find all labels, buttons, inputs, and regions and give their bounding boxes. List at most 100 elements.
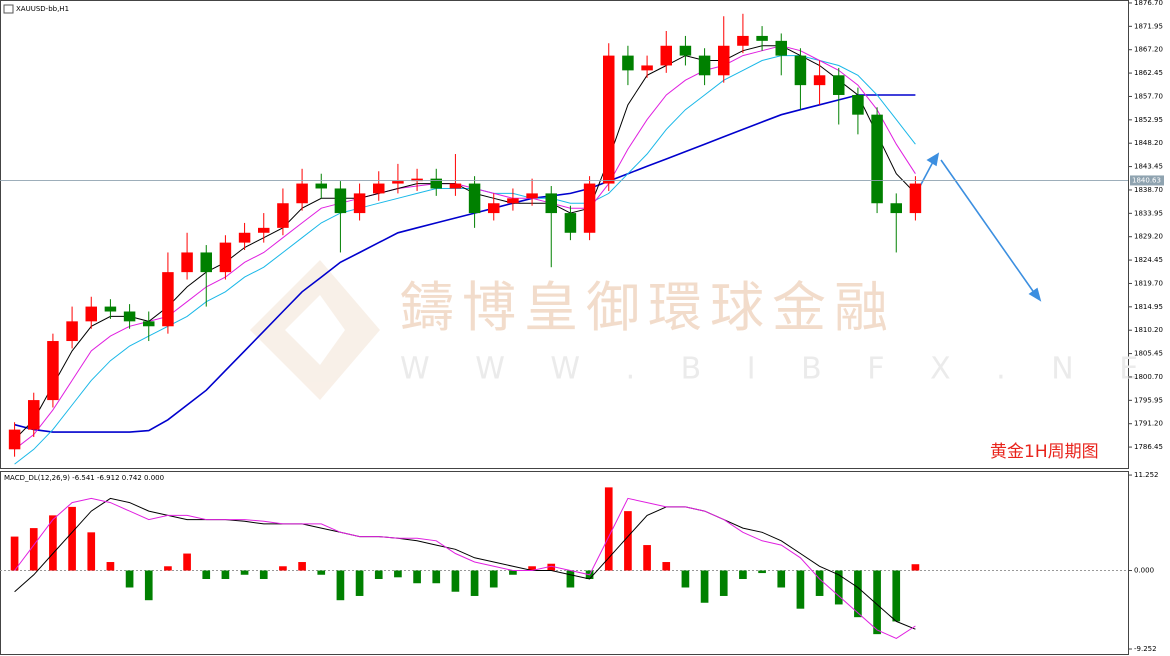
candle-body <box>85 306 97 322</box>
histogram-bar <box>777 570 786 588</box>
histogram-bar <box>317 570 326 575</box>
y-tick-label: 1843.45 <box>1134 163 1163 171</box>
histogram-bar <box>681 570 690 588</box>
candle-body <box>909 183 922 214</box>
histogram-bar <box>49 515 57 571</box>
symbol-title: XAUUSD-bb,H1 <box>16 5 69 13</box>
histogram-bar <box>87 532 96 571</box>
histogram-bar <box>413 570 421 584</box>
y-tick-label: 1852.95 <box>1134 116 1163 124</box>
candle-body <box>775 40 787 56</box>
candle-body <box>507 198 519 204</box>
histogram-bar <box>700 570 709 603</box>
candle-body <box>353 193 366 214</box>
candle-body <box>852 94 864 115</box>
histogram-bar <box>815 570 824 596</box>
candle-body <box>583 183 596 233</box>
candle-body <box>296 183 308 204</box>
candle-body <box>698 55 711 76</box>
histogram-bar <box>854 570 862 618</box>
y-tick-label: 1871.95 <box>1134 22 1163 30</box>
histogram-bar <box>662 562 671 571</box>
candle-body <box>104 306 117 312</box>
watermark: 鑄博皇御環球金融 <box>400 276 896 339</box>
line <box>14 497 916 639</box>
histogram-bar <box>566 570 575 588</box>
y-tick-label: 0.000 <box>1134 567 1154 575</box>
histogram-bar <box>432 570 441 584</box>
y-tick-label: 1833.95 <box>1134 209 1163 217</box>
y-tick-label: 1838.70 <box>1134 186 1163 194</box>
line <box>14 55 916 465</box>
y-tick-label: 1791.20 <box>1134 420 1163 428</box>
histogram-bar <box>394 570 402 578</box>
y-tick-label: 1857.70 <box>1134 92 1163 100</box>
histogram-bar <box>355 570 364 596</box>
candle-body <box>526 193 538 199</box>
candle-body <box>833 75 845 95</box>
histogram-bar <box>834 570 843 605</box>
macd-frame <box>0 471 1129 655</box>
line <box>14 45 916 450</box>
histogram-bar <box>202 570 211 580</box>
macd-title: MACD_DL(12,26,9) -6.541 -6.912 0.742 0.0… <box>4 474 164 482</box>
candle-body <box>315 183 327 189</box>
histogram-bar <box>259 570 268 580</box>
candle-body <box>449 183 462 189</box>
candle-body <box>488 203 500 214</box>
candle-body <box>123 311 136 322</box>
histogram-bar <box>279 566 287 571</box>
candle-body <box>238 232 251 243</box>
histogram-bar <box>183 553 191 571</box>
candle-body <box>219 242 232 273</box>
histogram-bar <box>796 570 805 609</box>
histogram-bar <box>873 570 881 635</box>
candle-body <box>603 55 615 184</box>
candle-body <box>641 65 653 71</box>
candle-body <box>47 341 59 401</box>
histogram-bar <box>68 506 76 571</box>
histogram-bar <box>221 570 230 580</box>
histogram-bar <box>739 570 747 580</box>
y-tick-label: 1876.70 <box>1134 0 1163 7</box>
histogram-bar <box>470 570 479 596</box>
candle-body <box>564 213 577 233</box>
y-tick-label: 1814.95 <box>1134 303 1163 311</box>
y-tick-label: 1795.95 <box>1134 396 1163 404</box>
last-price-box <box>1130 175 1164 186</box>
histogram-bar <box>10 536 19 571</box>
histogram-bar <box>643 545 651 571</box>
histogram-bar <box>451 570 460 592</box>
annotation: 黄金1H周期图 <box>990 442 1099 462</box>
y-tick-label: 1824.45 <box>1134 256 1163 264</box>
candle-body <box>718 45 730 76</box>
candle-body <box>200 252 212 273</box>
histogram-bar <box>624 511 632 571</box>
histogram-bar <box>374 570 383 580</box>
candle-body <box>430 178 442 189</box>
candle-body <box>8 429 21 450</box>
candle-body <box>258 227 270 233</box>
candle-body <box>813 75 826 86</box>
candle-body <box>143 321 155 327</box>
y-tick-label: 1805.45 <box>1134 350 1163 358</box>
candle-body <box>756 35 768 41</box>
histogram-bar <box>125 570 134 588</box>
candle-body <box>277 203 289 228</box>
histogram-bar <box>29 528 38 571</box>
candle-body <box>794 55 807 86</box>
candle-body <box>28 400 40 430</box>
histogram-bar <box>528 566 536 571</box>
candle-body <box>334 188 347 214</box>
histogram-bar <box>892 570 901 622</box>
candle-body <box>162 272 174 327</box>
symbol-icon <box>3 4 14 14</box>
histogram-bar <box>758 570 766 574</box>
y-tick-label: 1829.20 <box>1134 233 1163 241</box>
y-tick-label: 1867.20 <box>1134 46 1163 54</box>
candle-body <box>181 252 193 273</box>
histogram-bar <box>547 563 556 571</box>
candle-body <box>66 321 78 342</box>
candle-body <box>392 181 404 184</box>
